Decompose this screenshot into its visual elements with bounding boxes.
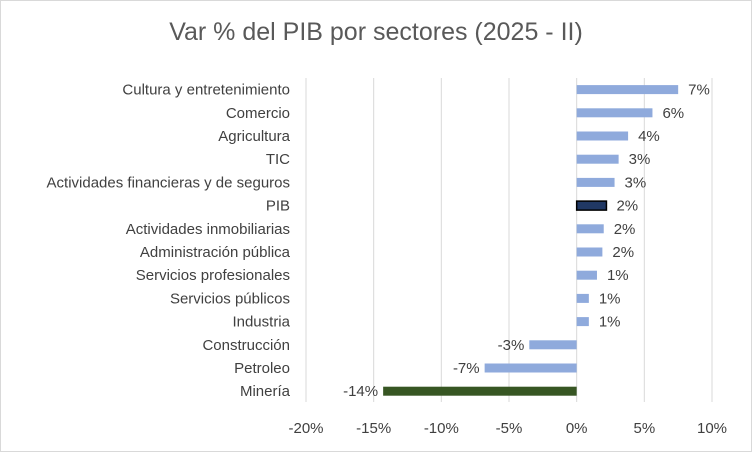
category-label: Cultura y entretenimiento <box>122 82 290 99</box>
category-label: Administración pública <box>140 244 291 261</box>
bar <box>576 154 619 164</box>
category-label: PIB <box>266 198 290 215</box>
bar <box>576 224 604 234</box>
bar <box>576 293 589 303</box>
bar <box>576 247 603 257</box>
data-label: 6% <box>662 105 684 122</box>
bar <box>576 177 615 187</box>
bar <box>576 131 629 141</box>
x-tick-label: -5% <box>496 420 523 437</box>
category-label: Servicios públicos <box>170 290 290 307</box>
data-label: 4% <box>638 128 660 145</box>
data-label: 1% <box>599 290 621 307</box>
bar <box>383 386 577 396</box>
data-label: 1% <box>607 267 629 284</box>
data-label: 3% <box>625 174 647 191</box>
category-label: Industria <box>232 314 290 331</box>
x-tick-label: -20% <box>288 420 323 437</box>
x-tick-label: 0% <box>566 420 588 437</box>
category-label: Agricultura <box>218 128 290 145</box>
bar <box>576 317 589 327</box>
data-label: -14% <box>343 383 378 400</box>
category-label: Construcción <box>202 337 290 354</box>
data-label: 2% <box>616 198 638 215</box>
data-label: -3% <box>498 337 525 354</box>
x-tick-label: 10% <box>697 420 727 437</box>
category-label: Comercio <box>226 105 290 122</box>
bar <box>575 200 608 211</box>
x-tick-label: -10% <box>424 420 459 437</box>
x-tick-label: 5% <box>633 420 655 437</box>
category-label: Minería <box>240 383 291 400</box>
chart-title: Var % del PIB por sectores (2025 - II) <box>169 18 583 46</box>
data-label: 3% <box>629 151 651 168</box>
data-label: 7% <box>688 82 710 99</box>
category-label: Actividades financieras y de seguros <box>47 174 290 191</box>
data-label: 2% <box>612 244 634 261</box>
category-label: Actividades inmobiliarias <box>126 221 290 238</box>
data-label: 1% <box>599 314 621 331</box>
bar <box>576 108 653 118</box>
bar <box>576 85 679 95</box>
category-label: Servicios profesionales <box>136 267 290 284</box>
data-label: -7% <box>453 360 480 377</box>
x-tick-label: -15% <box>356 420 391 437</box>
category-label: TIC <box>266 151 290 168</box>
bar <box>484 363 577 373</box>
data-label: 2% <box>614 221 636 238</box>
category-label: Petroleo <box>234 360 290 377</box>
bar <box>576 270 597 280</box>
bar <box>529 340 577 350</box>
